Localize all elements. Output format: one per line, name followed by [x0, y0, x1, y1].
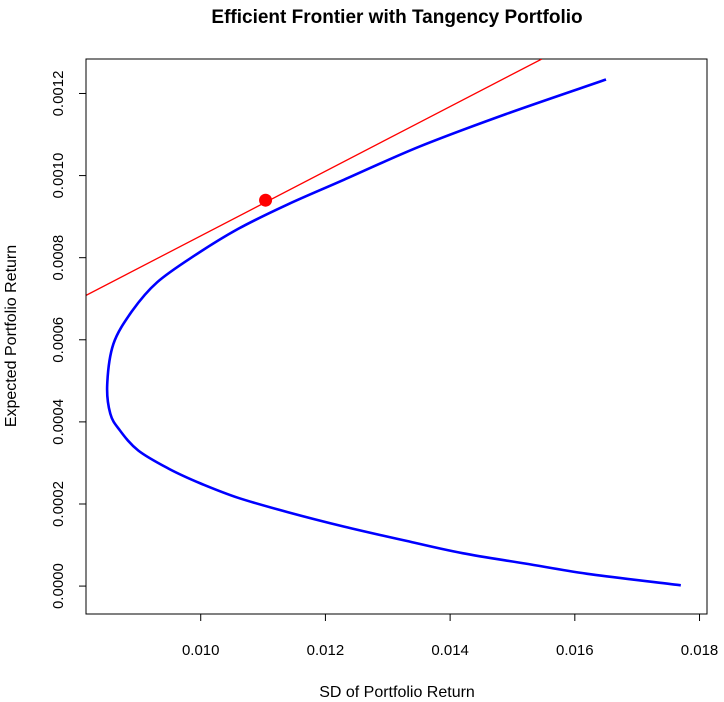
chart-title: Efficient Frontier with Tangency Portfol… [211, 7, 582, 28]
tangency-point [259, 193, 273, 207]
y-tick-label: 0.0002 [50, 481, 67, 527]
plot-area [86, 59, 681, 587]
y-tick-label: 0.0004 [50, 399, 67, 445]
y-tick-label: 0.0008 [50, 235, 67, 281]
y-tick-label: 0.0012 [50, 71, 67, 117]
tangent-line [86, 59, 543, 296]
y-axis: 0.0000 0.0002 0.0004 0.0006 0.0008 0.0010 0.00… [50, 71, 87, 609]
x-tick-label: 0.016 [556, 642, 594, 659]
plot-frame [85, 58, 708, 615]
x-tick-label: 0.012 [307, 642, 345, 659]
y-tick-label: 0.0010 [50, 153, 67, 199]
x-tick-label: 0.018 [681, 642, 719, 659]
x-axis: 0.010 0.012 0.014 0.016 0.018 [182, 613, 719, 659]
x-axis-label: SD of Portfolio Return [319, 684, 475, 701]
x-tick-label: 0.010 [182, 642, 220, 659]
y-axis-label: Expected Portfolio Return [3, 245, 20, 427]
y-tick-label: 0.0000 [50, 563, 67, 609]
frontier-line [105, 78, 681, 587]
y-tick-label: 0.0006 [50, 317, 67, 363]
x-tick-label: 0.014 [431, 642, 469, 659]
